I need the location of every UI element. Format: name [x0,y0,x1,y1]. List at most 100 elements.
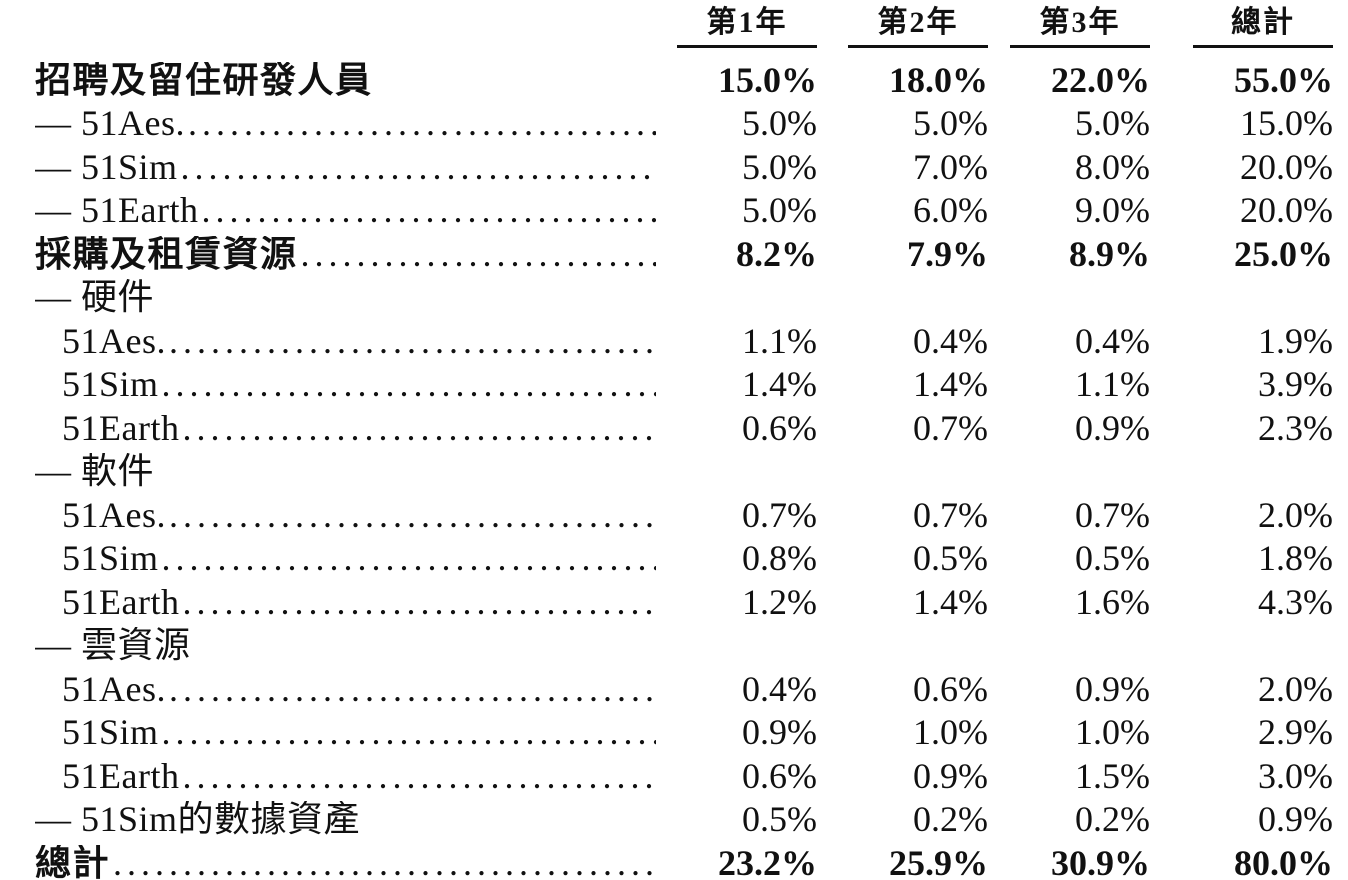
column-header: 第3年 [988,0,1150,58]
cell-value: 1.0% [913,712,988,753]
cell-value: 0.9% [1075,668,1150,709]
cell-value: 0.9% [1258,799,1333,840]
dot-leader [166,671,656,707]
dot-leader [179,584,656,620]
cell-value [660,450,817,494]
row-label: — 51Sim [35,148,178,185]
cell-value: 0.9% [1075,407,1150,448]
cell-value: 25.9% [889,842,988,880]
column-header-label: 總計 [1193,6,1333,48]
cell-value: 0.4% [742,668,817,709]
cell-value: 15.0% [718,59,817,100]
cell-value: 0.2% [913,799,988,840]
cell-value: 0.8% [742,538,817,579]
cell-value: 0.6% [742,407,817,448]
cell-value: 1.4% [913,364,988,405]
cell-value: 1.1% [742,320,817,361]
cell-value: 8.2% [736,233,817,274]
cell-value: 4.3% [1258,581,1333,622]
row-label: 51Earth [62,409,180,446]
dot-leader [166,497,656,533]
dot-leader [185,105,656,141]
cell-value: 2.3% [1258,407,1333,448]
row-label: 51Aes. [62,496,166,533]
cell-value: 3.9% [1258,364,1333,405]
cell-value: 1.4% [742,364,817,405]
cell-value: 0.4% [913,320,988,361]
cell-value [660,276,817,320]
table-body: 招聘及留住研發人員 15.0% 18.0% 22.0% 55.0% — 51Aes. 5.0… [0,58,1333,880]
cell-value: 0.6% [913,668,988,709]
cell-value: 80.0% [1234,842,1333,880]
cell-value: 2.9% [1258,712,1333,753]
cell-value: 5.0% [742,103,817,144]
cell-value: 8.0% [1075,146,1150,187]
dot-leader [179,410,656,446]
row-label: 51Sim [62,714,159,751]
dot-leader [110,845,656,880]
table-row: 採購及租賃資源 8.2% 7.9% 8.9% 25.0% [0,232,1333,276]
cell-value: 0.5% [1075,538,1150,579]
cell-value: 2.0% [1258,668,1333,709]
table-row: — 51Aes. 5.0% 5.0% 5.0% 15.0% [0,102,1333,146]
cell-value: 25.0% [1234,233,1333,274]
cell-value: 3.0% [1258,755,1333,796]
column-header-label: 第2年 [848,6,988,48]
cell-value: 1.8% [1258,538,1333,579]
label-column-header [0,0,660,58]
table-row: — 軟件 [0,450,1333,494]
cell-value: 5.0% [913,103,988,144]
table-row: 總計 23.2% 25.9% 30.9% 80.0% [0,841,1333,880]
table-row: 51Earth 1.2% 1.4% 1.6% 4.3% [0,580,1333,624]
cell-value: 1.4% [913,581,988,622]
cell-value [988,624,1150,668]
table-row: — 雲資源 [0,624,1333,668]
cell-value: 5.0% [742,190,817,231]
cell-value: 0.2% [1075,799,1150,840]
cell-value [817,624,988,668]
row-label: 招聘及留住研發人員 [35,61,373,98]
dot-leader [166,323,656,359]
table-row: 51Earth 0.6% 0.9% 1.5% 3.0% [0,754,1333,798]
row-label: — 軟件 [35,453,155,490]
cell-value: 5.0% [742,146,817,187]
row-label: 51Earth [62,583,180,620]
cell-value: 55.0% [1234,59,1333,100]
cell-value: 9.0% [1075,190,1150,231]
row-label: — 硬件 [35,279,155,316]
table-row: 51Aes. 0.4% 0.6% 0.9% 2.0% [0,667,1333,711]
cell-value: 15.0% [1240,103,1333,144]
table-row: — 51Sim 5.0% 7.0% 8.0% 20.0% [0,145,1333,189]
table-row: 51Aes. 1.1% 0.4% 0.4% 1.9% [0,319,1333,363]
cell-value: 20.0% [1240,146,1333,187]
column-header-label: 第1年 [677,6,817,48]
table-row: 51Aes. 0.7% 0.7% 0.7% 2.0% [0,493,1333,537]
row-label: 51Aes. [62,322,166,359]
cell-value [817,450,988,494]
cell-value: 20.0% [1240,190,1333,231]
cell-value: 1.5% [1075,755,1150,796]
cell-value [817,276,988,320]
cell-value: 6.0% [913,190,988,231]
cell-value [988,276,1150,320]
cell-value [1150,276,1333,320]
cell-value: 7.0% [913,146,988,187]
row-label: — 雲資源 [35,627,191,664]
cell-value [1150,624,1333,668]
row-label: 51Earth [62,757,180,794]
cell-value [988,450,1150,494]
dot-leader [159,366,656,402]
cell-value: 23.2% [718,842,817,880]
table-row: — 51Sim的數據資產 0.5% 0.2% 0.2% 0.9% [0,798,1333,842]
dot-leader [159,540,656,576]
cell-value: 0.6% [742,755,817,796]
row-label: — 51Aes. [35,105,185,142]
cell-value: 0.7% [913,494,988,535]
cell-value: 1.1% [1075,364,1150,405]
cell-value: 0.7% [913,407,988,448]
cell-value: 1.0% [1075,712,1150,753]
dot-leader [298,236,656,272]
row-label: 總計 [35,844,111,880]
